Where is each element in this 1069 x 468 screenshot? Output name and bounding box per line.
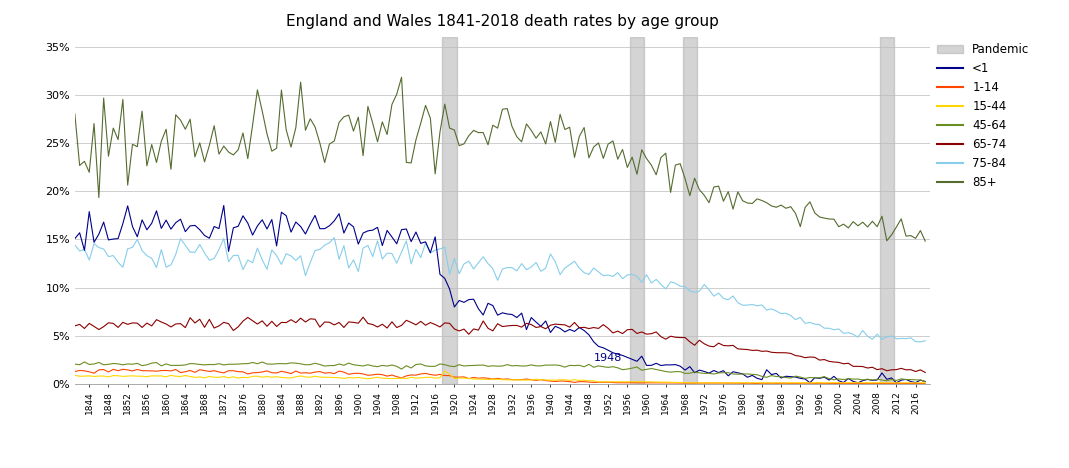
Bar bbox=[630, 37, 645, 384]
Bar bbox=[683, 37, 697, 384]
Legend: Pandemic, <1, 1-14, 15-44, 45-64, 65-74, 75-84, 85+: Pandemic, <1, 1-14, 15-44, 45-64, 65-74,… bbox=[936, 44, 1029, 189]
Bar bbox=[880, 37, 894, 384]
Text: 1948: 1948 bbox=[593, 353, 622, 363]
Title: England and Wales 1841-2018 death rates by age group: England and Wales 1841-2018 death rates … bbox=[286, 15, 718, 29]
Bar bbox=[443, 37, 456, 384]
